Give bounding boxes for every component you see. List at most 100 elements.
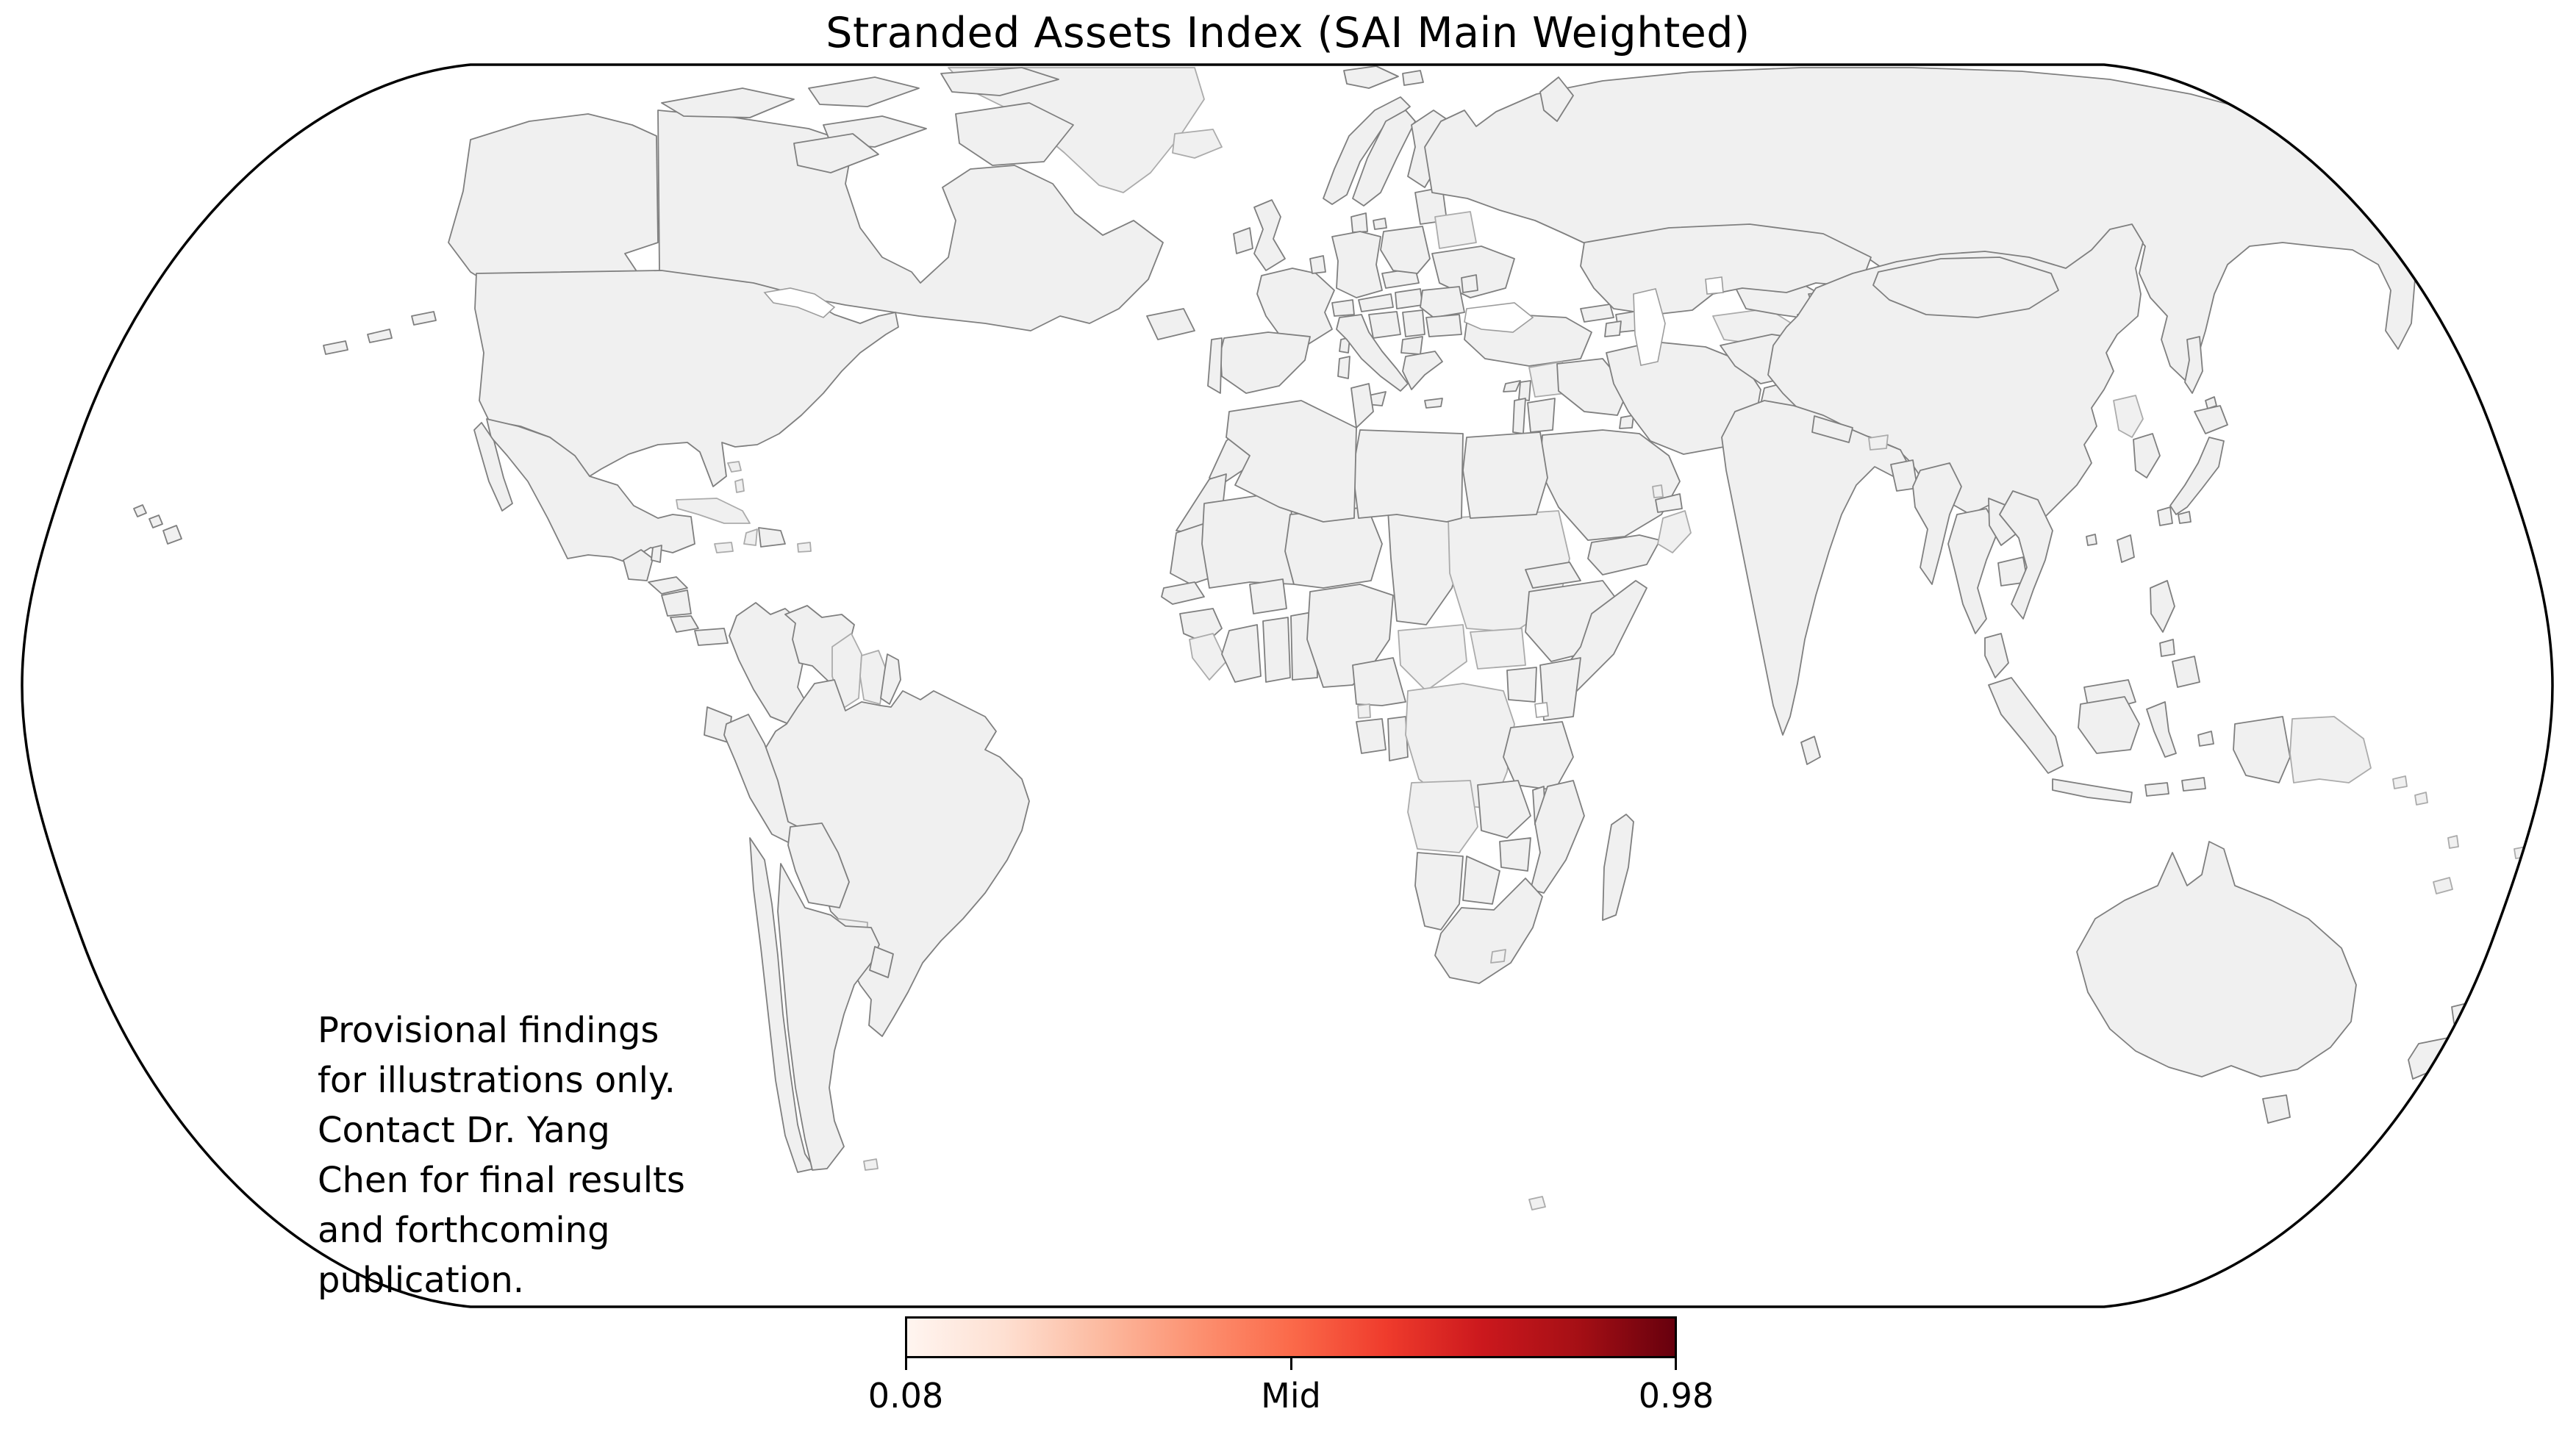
country-canada [657, 67, 1195, 340]
country-ireland [1233, 227, 1253, 254]
country-cuba [676, 498, 751, 524]
country-liberia [1189, 633, 1227, 681]
country-kerguelen [1528, 1196, 1546, 1211]
country-north-korea [2113, 395, 2144, 438]
country-iceland [1172, 129, 1223, 159]
country-cyprus [1503, 380, 1521, 392]
country-albania-macedonia [1400, 336, 1423, 355]
country-tanzania [1503, 721, 1574, 791]
country-ivory-coast [1221, 624, 1262, 683]
caspian-sea [1633, 288, 1666, 366]
country-south-africa [1434, 878, 1543, 984]
annotation-line: publication. [318, 1260, 525, 1301]
country-taiwan [2117, 534, 2135, 563]
country-bulgaria [1425, 314, 1462, 337]
annotation: Provisional findings for illustrations o… [318, 1005, 685, 1305]
country-libya [1352, 429, 1464, 523]
country-georgia [1580, 304, 1614, 323]
country-namibia [1414, 852, 1464, 930]
country-qatar [1652, 484, 1664, 498]
country-algeria [1226, 400, 1357, 523]
country-kuwait [1619, 415, 1634, 429]
country-norway [1323, 65, 1424, 205]
map-frame [21, 63, 2554, 1308]
country-south-sudan [1470, 628, 1526, 670]
country-denmark [1350, 212, 1368, 233]
country-south-korea [2133, 433, 2161, 478]
country-poland [1380, 226, 1431, 274]
country-spain [1220, 331, 1311, 394]
country-greenland [948, 67, 1205, 193]
country-zambia [1477, 780, 1531, 839]
country-italy [1336, 314, 1409, 406]
country-nepal [1811, 415, 1853, 443]
country-guyana [831, 633, 862, 710]
country-lebanon [1518, 380, 1531, 401]
country-senegal [1161, 581, 1205, 605]
annotation-line: for illustrations only. [318, 1060, 676, 1101]
country-usa [133, 113, 899, 545]
country-tunisia [1350, 383, 1374, 428]
colorbar-gradient [905, 1316, 1677, 1358]
country-new-caledonia [2433, 877, 2453, 894]
annotation-line: Provisional findings [318, 1010, 659, 1051]
country-hungary [1395, 288, 1423, 309]
country-ghana [1262, 617, 1291, 683]
country-angola [1407, 780, 1478, 853]
great-lakes [763, 287, 836, 318]
country-saudi-arabia [1539, 429, 1681, 541]
country-guatemala [623, 549, 654, 581]
colorbar-label-min: 0.08 [867, 1376, 944, 1416]
country-central-african-republic [1398, 624, 1467, 692]
country-colombia [729, 602, 809, 727]
country-ukraine [1431, 245, 1515, 298]
country-vanuatu [2447, 835, 2459, 849]
country-greece [1402, 351, 1443, 409]
country-benelux [1309, 255, 1326, 274]
country-india [1721, 400, 1912, 736]
country-solomon-islands [2392, 775, 2428, 806]
country-suriname [859, 650, 887, 705]
countries-layer [133, 65, 2528, 1211]
country-jamaica [714, 542, 734, 553]
country-sweden [1352, 110, 1416, 207]
lakes-layer [763, 276, 1724, 718]
country-japan [2157, 405, 2228, 526]
country-egypt [1462, 431, 1548, 519]
country-burkina-faso [1249, 578, 1287, 614]
country-australia [2076, 841, 2357, 1124]
country-bolivia [787, 822, 850, 908]
country-yemen [1587, 534, 1661, 575]
aral-sea [1705, 276, 1724, 295]
black-sea [1464, 302, 1534, 333]
country-somalia [1558, 580, 1647, 703]
country-philippines [2150, 580, 2200, 688]
country-switzerland [1331, 299, 1355, 317]
chart-title: Stranded Assets Index (SAI Main Weighted… [826, 9, 1750, 57]
country-united-kingdom [1253, 199, 1286, 271]
country-bhutan [1868, 434, 1889, 451]
country-belarus [1434, 211, 1477, 249]
country-puerto-rico [797, 542, 812, 553]
annotation-line: Contact Dr. Yang [318, 1110, 610, 1151]
country-myanmar [1912, 462, 1962, 585]
country-germany [1331, 231, 1383, 298]
country-belize [651, 545, 662, 563]
country-mozambique [1530, 780, 1585, 894]
country-uganda [1506, 667, 1537, 703]
country-armenia [1604, 320, 1622, 337]
country-mongolia [1872, 257, 2059, 318]
annotation-line: and forthcoming [318, 1210, 610, 1251]
country-dominican-republic [758, 527, 786, 548]
country-french-guiana [880, 653, 901, 705]
country-panama [694, 628, 729, 646]
country-israel [1512, 398, 1526, 434]
country-haiti [743, 528, 758, 546]
colorbar-label-mid: Mid [1261, 1376, 1321, 1416]
country-indonesia [1988, 677, 2291, 803]
country-serbia [1402, 309, 1425, 337]
country-lesotho [1490, 949, 1506, 964]
country-gabon [1356, 718, 1387, 754]
country-mexico [473, 418, 695, 563]
